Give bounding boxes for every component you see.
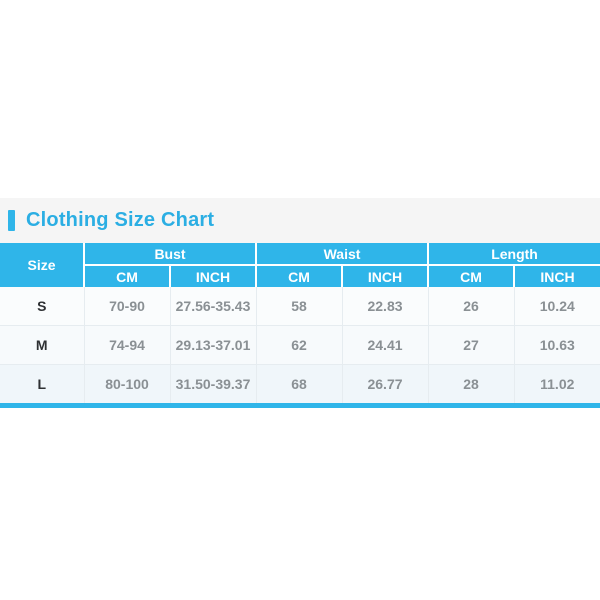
col-header-size: Size	[0, 243, 84, 287]
cell-l-length-cm: 28	[427, 364, 515, 403]
row-label-l: L	[0, 364, 85, 403]
section-title: Clothing Size Chart	[26, 209, 215, 231]
col-group-length: Length	[427, 243, 600, 266]
table-row-s: S 70-90 27.56-35.43 58 22.83 26 10.24	[0, 287, 600, 326]
header-group-row: Size Bust Waist Length	[0, 243, 600, 287]
table-row-m: M 74-94 29.13-37.01 62 24.41 27 10.63	[0, 325, 600, 365]
cell-l-length-inch: 11.02	[513, 364, 600, 403]
col-header-bust-cm: CM	[83, 265, 170, 287]
col-header-waist-inch: INCH	[340, 265, 429, 287]
cell-s-bust-cm: 70-90	[83, 287, 171, 326]
col-group-waist: Waist	[254, 243, 429, 266]
cell-s-waist-inch: 22.83	[341, 287, 429, 326]
cell-m-length-cm: 27	[427, 325, 515, 365]
cell-m-length-inch: 10.63	[513, 325, 600, 365]
cell-m-bust-cm: 74-94	[83, 325, 171, 365]
table-bottom-border	[0, 403, 600, 408]
cell-l-waist-inch: 26.77	[341, 364, 429, 403]
size-chart-panel: Clothing Size Chart Size Bust Waist Leng…	[0, 198, 600, 408]
col-group-bust: Bust	[83, 243, 256, 266]
title-accent-bar	[8, 210, 15, 231]
cell-l-bust-cm: 80-100	[83, 364, 171, 403]
cell-s-bust-inch: 27.56-35.43	[169, 287, 257, 326]
cell-s-length-inch: 10.24	[513, 287, 600, 326]
cell-m-waist-inch: 24.41	[341, 325, 429, 365]
col-header-length-inch: INCH	[513, 265, 600, 287]
section-header: Clothing Size Chart	[0, 198, 600, 243]
table-row-l: L 80-100 31.50-39.37 68 26.77 28 11.02	[0, 364, 600, 403]
cell-l-waist-cm: 68	[255, 364, 343, 403]
cell-m-waist-cm: 62	[255, 325, 343, 365]
col-header-length-cm: CM	[427, 265, 515, 287]
cell-s-length-cm: 26	[427, 287, 515, 326]
cell-s-waist-cm: 58	[255, 287, 343, 326]
col-header-bust-inch: INCH	[169, 265, 256, 287]
cell-m-bust-inch: 29.13-37.01	[169, 325, 257, 365]
size-chart-table: Size Bust Waist Length CM INCH CM INCH C…	[0, 243, 600, 403]
row-label-s: S	[0, 287, 85, 326]
cell-l-bust-inch: 31.50-39.37	[169, 364, 257, 403]
row-label-m: M	[0, 325, 85, 365]
header-unit-row: CM INCH CM INCH CM INCH	[0, 265, 600, 287]
col-header-waist-cm: CM	[255, 265, 342, 287]
